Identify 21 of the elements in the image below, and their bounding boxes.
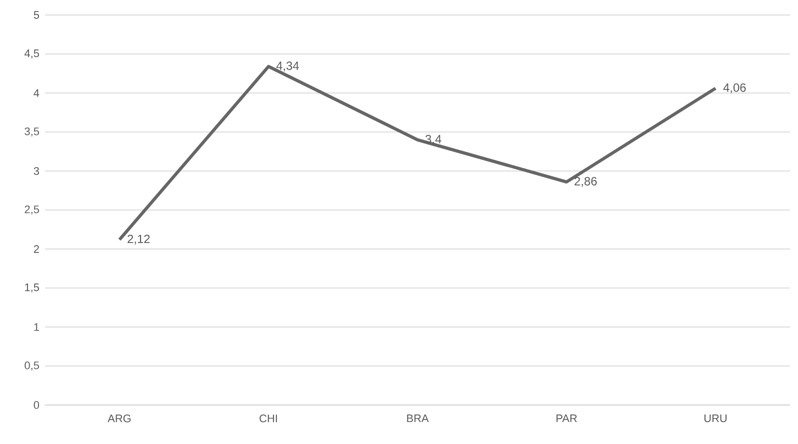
- x-tick-label: ARG: [108, 414, 131, 422]
- x-tick-label: BRA: [407, 414, 429, 422]
- y-tick-label: 3,5: [24, 127, 40, 137]
- data-label: 2,86: [574, 176, 597, 187]
- data-label: 4,34: [276, 62, 299, 72]
- y-tick-label: 0: [34, 401, 40, 409]
- data-label: 3,4: [425, 134, 442, 145]
- x-tick-label: URU: [704, 414, 727, 422]
- y-tick-label: 5: [34, 11, 40, 19]
- y-tick-label: 2: [34, 245, 39, 253]
- y-tick-label: 1: [34, 323, 39, 331]
- x-tick-label: CHI: [260, 414, 277, 422]
- y-tick-label: 4,5: [24, 50, 40, 58]
- y-tick-label: 3: [34, 167, 39, 175]
- y-tick-label: 4: [34, 89, 40, 97]
- y-tick-label: 1,5: [25, 284, 40, 292]
- data-label: 4,06: [723, 83, 746, 94]
- y-tick-label: 2,5: [24, 205, 40, 215]
- y-tick-label: 0,5: [24, 361, 40, 371]
- x-tick-label: PAR: [556, 414, 577, 422]
- data-label: 2,12: [128, 234, 150, 245]
